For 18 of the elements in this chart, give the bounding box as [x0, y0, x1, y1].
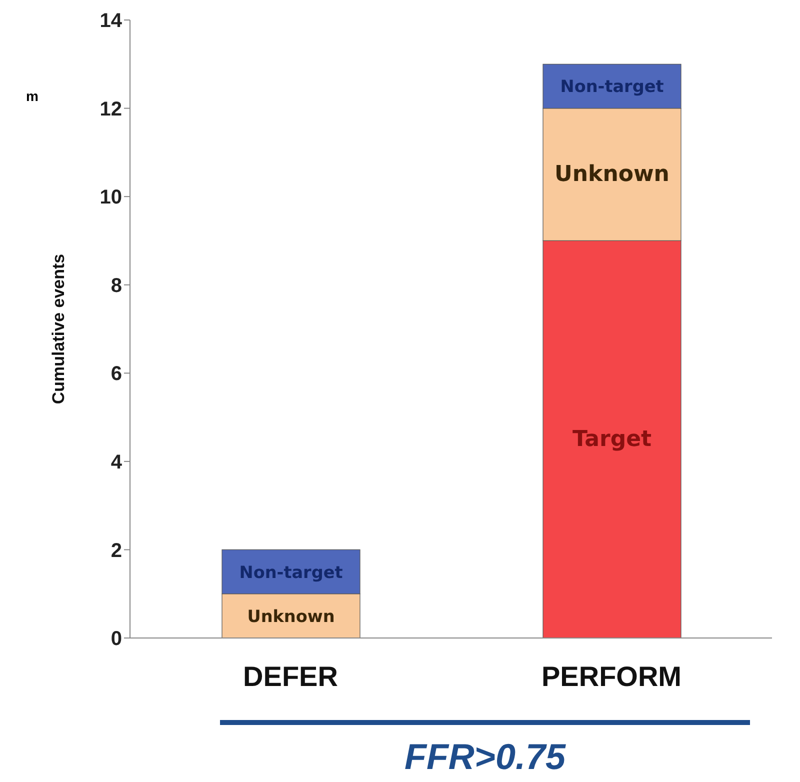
y-tick-label: 6: [110, 363, 122, 386]
text: Non-target: [560, 76, 664, 96]
y-axis-title: Cumulative events: [49, 254, 68, 404]
y-tick-label: 8: [110, 274, 122, 297]
x-tick-label: PERFORM: [542, 660, 682, 692]
series-label: Non-target: [239, 562, 343, 582]
y-tick-label: 12: [100, 98, 122, 120]
series-label: Target: [572, 426, 652, 452]
y-tick-label: 14: [100, 10, 123, 32]
x-tick-label: DEFER: [243, 660, 338, 692]
y-tick-label: 10: [100, 186, 122, 209]
text: Unknown: [247, 606, 335, 626]
series-label: Unknown: [554, 162, 670, 187]
y-tick-label: 0: [110, 628, 122, 650]
y-tick-label: 2: [110, 540, 122, 562]
y-tick-label: 4: [110, 452, 123, 474]
x-axis-title: FFR>0.75: [403, 736, 567, 778]
text: m: [26, 88, 38, 104]
